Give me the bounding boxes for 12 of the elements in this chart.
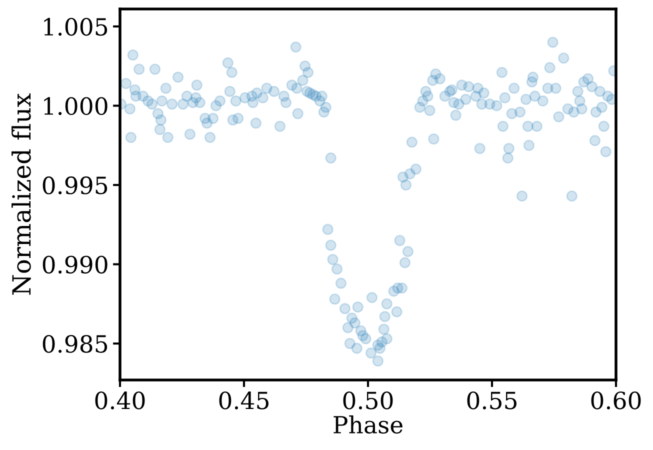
y-tick-label: 0.985: [42, 334, 108, 353]
y-tick-label: 0.995: [42, 176, 108, 194]
x-tick-label: 0.50: [343, 392, 393, 410]
x-tick-label: 0.40: [95, 392, 145, 410]
y-axis-title: Normalized flux: [12, 93, 31, 295]
x-tick-label: 0.60: [591, 392, 641, 410]
y-tick-label: 0.990: [42, 256, 108, 274]
y-tick-label: 1.000: [44, 97, 108, 116]
y-tick-label: 1.005: [44, 18, 108, 36]
x-axis-title: Phase: [334, 415, 402, 434]
x-tick-label: 0.45: [219, 392, 268, 410]
x-tick-label: 0.55: [467, 392, 516, 410]
